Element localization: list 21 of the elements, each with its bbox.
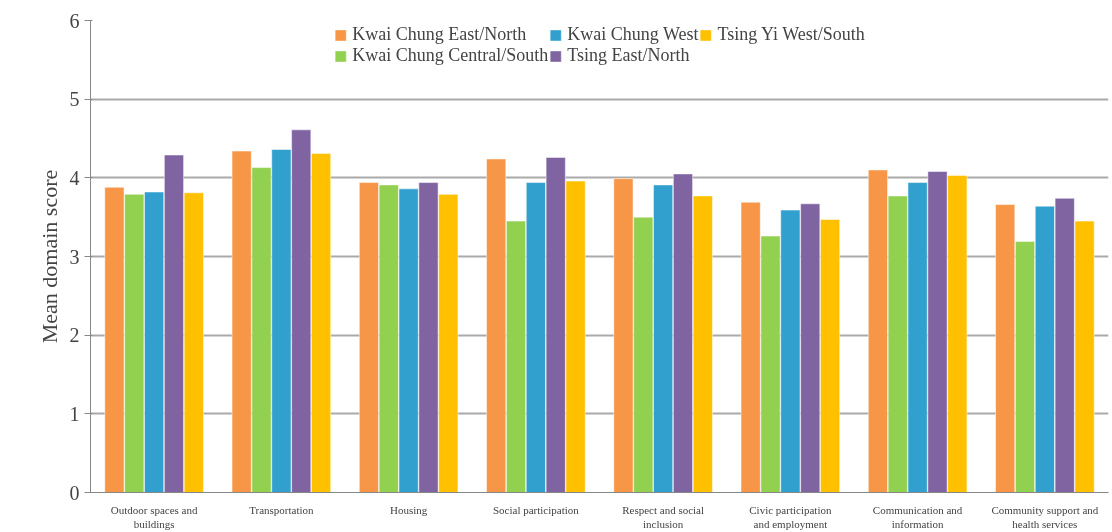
- x-tick-label: Outdoor spaces and buildings: [110, 503, 198, 530]
- x-tick-label: Social participation: [492, 503, 580, 516]
- x-tick-label: Community support and health services: [991, 503, 1099, 530]
- x-tick-label: Housing: [389, 503, 428, 516]
- y-tick-label: 0: [69, 481, 80, 504]
- x-tick-label: Transportation: [249, 503, 315, 516]
- legend-label: Kwai Chung Central/South: [352, 45, 549, 66]
- x-tick-label: Communication and information: [872, 503, 963, 530]
- y-tick-label: 5: [69, 88, 80, 111]
- legend-label: Kwai Chung East/North: [352, 24, 527, 45]
- legend-label: Tsing East/North: [567, 45, 690, 66]
- x-tick-label: Civic participation and employment: [749, 503, 832, 530]
- y-tick-label: 3: [69, 245, 80, 268]
- legend-label: Tsing Yi West/South: [717, 24, 865, 45]
- y-tick-label: 1: [69, 402, 80, 425]
- y-axis-title: Mean domain score: [36, 169, 62, 344]
- y-tick-label: 4: [69, 166, 80, 189]
- legend-label: Kwai Chung West: [567, 24, 699, 45]
- y-tick-label: 2: [69, 324, 80, 347]
- x-tick-label: Respect and social inclusion: [622, 503, 705, 530]
- y-tick-label: 6: [69, 9, 80, 32]
